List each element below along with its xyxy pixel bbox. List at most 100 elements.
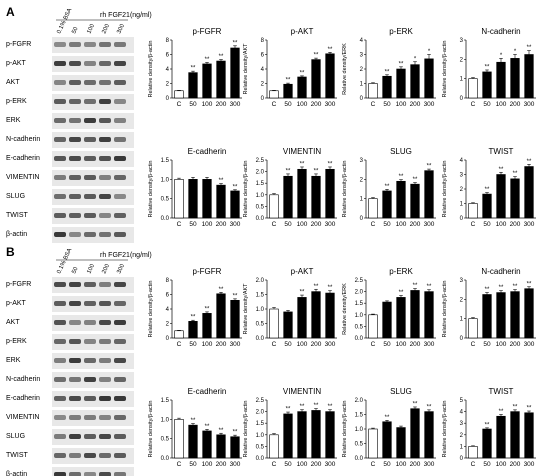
bar xyxy=(468,78,478,99)
blot-band xyxy=(69,415,81,420)
blot-row-label: AKT xyxy=(6,319,20,326)
bar xyxy=(382,301,392,339)
blot-band xyxy=(54,377,66,382)
bar xyxy=(297,411,307,459)
x-tick-label: C xyxy=(272,101,277,108)
y-tick-label: 8 xyxy=(166,278,170,284)
y-tick-label: 1.0 xyxy=(161,417,170,423)
bar xyxy=(216,60,226,99)
x-tick-label: 50 xyxy=(189,461,197,468)
bar xyxy=(424,411,434,459)
bar xyxy=(311,291,321,339)
blot-band xyxy=(114,99,126,104)
x-tick-label: 50 xyxy=(284,461,292,468)
blot-band xyxy=(54,339,66,344)
x-tick-label: C xyxy=(371,221,376,228)
bar xyxy=(496,415,506,459)
x-tick-label: 100 xyxy=(496,101,507,108)
significance-label: ** xyxy=(527,406,532,412)
x-tick-label: 200 xyxy=(510,461,521,468)
chart-title: p-FGFR xyxy=(193,267,222,276)
bar xyxy=(424,170,434,219)
significance-label: ** xyxy=(328,47,333,53)
bar xyxy=(510,178,520,219)
y-tick-label: 0 xyxy=(261,96,265,102)
y-tick-label: 5 xyxy=(460,398,464,404)
bar xyxy=(482,193,492,219)
lane-label: 200 xyxy=(101,263,111,275)
blot-row-label: p-AKT xyxy=(6,60,27,67)
y-tick-label: 1.0 xyxy=(355,427,364,433)
significance-label: ** xyxy=(300,290,305,296)
y-tick-label: 0 xyxy=(360,96,364,102)
y-tick-label: 3 xyxy=(360,53,364,59)
y-axis-label: Relative density/β-actin xyxy=(148,161,154,218)
y-tick-label: 3 xyxy=(460,421,464,427)
x-tick-label: 200 xyxy=(510,221,521,228)
y-tick-label: 1.0 xyxy=(256,307,265,313)
bar xyxy=(410,64,420,99)
y-tick-label: 8 xyxy=(261,38,265,44)
blot-band xyxy=(54,434,66,439)
bar xyxy=(496,61,506,99)
y-tick-label: 1 xyxy=(460,202,464,208)
bar xyxy=(174,419,184,459)
blot-band xyxy=(84,339,96,344)
bar xyxy=(269,194,279,219)
significance-label: ** xyxy=(233,430,238,436)
x-tick-label: 50 xyxy=(383,221,391,228)
bar-chart-b-p-erk: p-ERK Relative density/ERK 0.0 0.5 1.0 1.5 2.0… xyxy=(342,267,436,348)
blot-band xyxy=(69,301,81,306)
y-axis-label: Relative density/β-actin xyxy=(342,161,348,218)
bar xyxy=(188,321,198,339)
blot-band xyxy=(54,80,66,85)
blot-band xyxy=(114,156,126,161)
blot-band xyxy=(99,282,111,287)
blot-row-label: p-FGFR xyxy=(6,41,31,48)
bar-chart-b-vimentin: VIMENTIN Relative density/β-actin 0.0 0.5 1.… xyxy=(243,387,337,468)
x-tick-label: C xyxy=(272,461,277,468)
bar xyxy=(368,314,378,339)
y-tick-label: 4 xyxy=(460,158,464,164)
x-tick-label: 100 xyxy=(396,221,407,228)
significance-label: ** xyxy=(233,184,238,190)
x-tick-label: 100 xyxy=(496,461,507,468)
blot-band xyxy=(114,194,126,199)
bar xyxy=(510,58,520,99)
y-axis-label: Relative density/AKT xyxy=(243,43,249,95)
blot-band xyxy=(69,61,81,66)
bar xyxy=(188,179,198,219)
chart-title: SLUG xyxy=(390,387,412,396)
blot-band xyxy=(99,213,111,218)
blot-band xyxy=(84,282,96,287)
x-tick-label: 300 xyxy=(230,101,241,108)
y-tick-label: 2 xyxy=(261,82,265,88)
blot-row-label: AKT xyxy=(6,79,20,86)
blot-band xyxy=(84,42,96,47)
significance-label: ** xyxy=(314,284,319,290)
blot-band xyxy=(114,453,126,458)
blot-band xyxy=(114,61,126,66)
y-axis-label: Relative density/β-actin xyxy=(442,281,448,338)
blot-band xyxy=(84,156,96,161)
x-tick-label: C xyxy=(371,341,376,348)
y-tick-label: 1.5 xyxy=(355,301,364,307)
significance-label: ** xyxy=(233,293,238,299)
significance-label: ** xyxy=(286,78,291,84)
blot-band xyxy=(84,194,96,199)
bar xyxy=(269,308,279,339)
significance-label: ** xyxy=(286,168,291,174)
bar xyxy=(283,83,293,99)
blot-band xyxy=(84,472,96,476)
blot-band xyxy=(54,194,66,199)
y-tick-label: 6 xyxy=(166,53,170,59)
significance-label: ** xyxy=(485,287,490,293)
blot-band xyxy=(114,118,126,123)
y-tick-label: 4 xyxy=(460,410,464,416)
blot-band xyxy=(114,377,126,382)
y-tick-label: 2.0 xyxy=(355,290,364,296)
bar-chart-a-p-fgfr: p-FGFR Relative density/β-actin 0 2 4 6 8 C ** 50… xyxy=(148,27,242,108)
y-tick-label: 0.5 xyxy=(355,324,364,330)
x-tick-label: 300 xyxy=(230,341,241,348)
blot-band xyxy=(114,434,126,439)
